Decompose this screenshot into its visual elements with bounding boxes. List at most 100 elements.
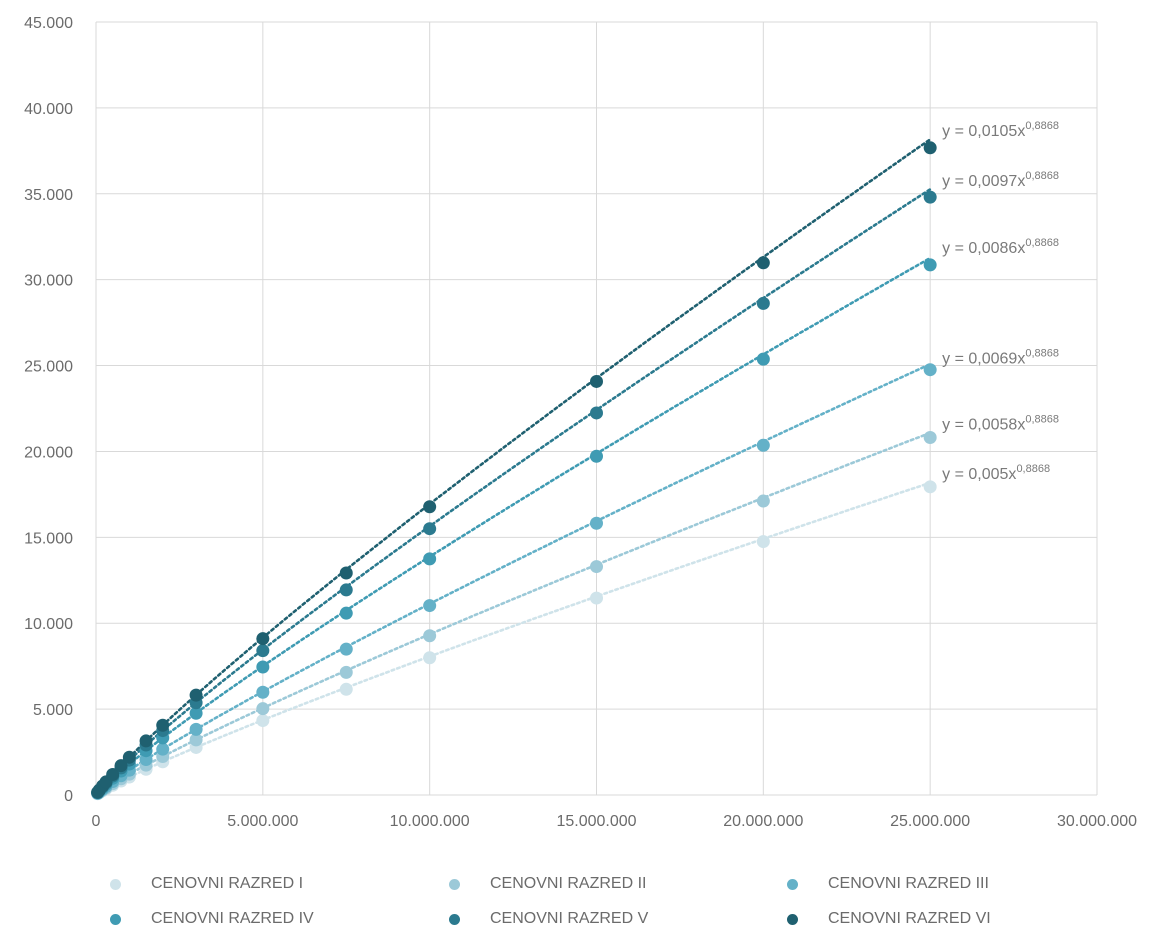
- trendline-equation: y = 0,0097x0,8868: [942, 170, 1059, 190]
- legend-label: CENOVNI RAZRED IV: [151, 910, 314, 927]
- data-point: [423, 599, 437, 613]
- trendline-equation: y = 0,0058x0,8868: [942, 413, 1059, 433]
- data-point: [923, 363, 937, 377]
- data-point: [423, 629, 437, 643]
- y-tick-label: 35.000: [24, 187, 73, 204]
- data-point: [106, 768, 120, 782]
- data-point: [423, 500, 437, 514]
- data-point: [339, 583, 353, 597]
- legend-marker: [449, 913, 460, 925]
- data-point: [256, 702, 270, 716]
- data-point: [923, 141, 937, 155]
- legend-label: CENOVNI RAZRED III: [828, 875, 989, 892]
- data-point: [256, 714, 270, 728]
- legend-marker: [449, 878, 460, 890]
- legend-item-cenovni-razred-ii: CENOVNI RAZRED II: [449, 872, 646, 896]
- data-point: [339, 606, 353, 620]
- trendline-equation: y = 0,0105x0,8868: [942, 120, 1059, 140]
- data-point: [590, 374, 603, 388]
- x-axis-ticks: 0 5.000.000 10.000.000 15.000.000 20.000.000…: [92, 813, 1138, 830]
- data-point: [156, 718, 170, 732]
- x-tick-label: 5.000.000: [227, 813, 298, 830]
- data-point: [256, 660, 270, 674]
- y-axis-ticks: 0 5.000 10.000 15.000 20.000 25.000 30.000 35.0…: [24, 15, 73, 805]
- data-point: [189, 688, 203, 702]
- data-point: [923, 258, 937, 272]
- data-point: [590, 516, 603, 530]
- legend-label: CENOVNI RAZRED VI: [828, 910, 991, 927]
- data-point: [339, 642, 353, 656]
- data-point: [256, 644, 270, 658]
- data-point: [339, 665, 353, 679]
- data-point: [756, 438, 770, 452]
- data-point: [590, 406, 603, 420]
- data-point: [114, 759, 128, 773]
- data-point: [756, 256, 770, 270]
- data-point: [756, 352, 770, 366]
- y-tick-label: 25.000: [24, 359, 73, 376]
- trendline-equation: y = 0,005x0,8868: [942, 463, 1050, 483]
- trendline: [96, 138, 932, 794]
- data-point: [156, 742, 170, 756]
- legend-item-cenovni-razred-v: CENOVNI RAZRED V: [449, 907, 648, 931]
- data-point: [756, 296, 770, 310]
- data-point: [139, 734, 153, 748]
- legend-label: CENOVNI RAZRED V: [490, 910, 649, 927]
- legend-marker: [787, 913, 798, 925]
- chart-points: [91, 141, 937, 801]
- legend-marker: [110, 878, 121, 890]
- data-point: [756, 535, 770, 549]
- data-point: [590, 449, 603, 463]
- legend-item-cenovni-razred-iii: CENOVNI RAZRED III: [787, 872, 989, 896]
- y-tick-label: 10.000: [24, 616, 73, 633]
- y-tick-label: 15.000: [24, 530, 73, 547]
- x-tick-label: 15.000.000: [556, 813, 636, 830]
- legend-marker: [787, 878, 798, 890]
- y-tick-label: 40.000: [24, 101, 73, 118]
- trendline-equation: y = 0,0086x0,8868: [942, 237, 1059, 257]
- data-point: [339, 566, 353, 580]
- legend-label: CENOVNI RAZRED II: [490, 875, 647, 892]
- legend-item-cenovni-razred-iv: CENOVNI RAZRED IV: [110, 907, 314, 931]
- x-tick-label: 0: [92, 813, 101, 830]
- data-point: [423, 552, 437, 566]
- y-tick-label: 0: [64, 788, 73, 805]
- trendline: [96, 431, 932, 795]
- data-point: [423, 522, 437, 536]
- data-point: [923, 480, 937, 494]
- legend-label: CENOVNI RAZRED I: [151, 875, 304, 892]
- legend-item-cenovni-razred-i: CENOVNI RAZRED I: [110, 872, 303, 896]
- y-tick-label: 45.000: [24, 15, 73, 32]
- trendline-equation: y = 0,0069x0,8868: [942, 348, 1059, 368]
- data-point: [590, 591, 603, 605]
- trendline: [96, 481, 932, 796]
- chart-trendlines: [96, 138, 932, 796]
- data-point: [923, 190, 937, 204]
- data-point: [189, 706, 203, 720]
- trendline: [96, 256, 932, 795]
- chart-legend: CENOVNI RAZRED I CENOVNI RAZRED II CENOV…: [0, 862, 1149, 927]
- y-tick-label: 20.000: [24, 444, 73, 461]
- legend-item-cenovni-razred-vi: CENOVNI RAZRED VI: [787, 907, 991, 931]
- scatter-chart: 0 5.000.000 10.000.000 15.000.000 20.000.000…: [24, 15, 1138, 830]
- trendline-equations: y = 0,005x0,8868 y = 0,0058x0,8868 y = 0,0…: [942, 120, 1059, 483]
- x-tick-label: 20.000.000: [723, 813, 803, 830]
- legend-marker: [110, 913, 121, 925]
- data-point: [122, 750, 136, 764]
- y-tick-label: 5.000: [33, 702, 73, 719]
- data-point: [189, 722, 203, 736]
- data-point: [189, 733, 203, 747]
- data-point: [590, 560, 603, 574]
- trendline: [96, 362, 932, 795]
- data-point: [423, 651, 437, 665]
- trendline: [96, 188, 932, 794]
- x-tick-label: 30.000.000: [1057, 813, 1137, 830]
- x-tick-label: 25.000.000: [890, 813, 970, 830]
- y-tick-label: 30.000: [24, 273, 73, 290]
- x-tick-label: 10.000.000: [390, 813, 470, 830]
- data-point: [339, 682, 353, 696]
- data-point: [923, 430, 937, 444]
- data-point: [256, 685, 270, 699]
- data-point: [756, 494, 770, 508]
- data-point: [256, 632, 270, 646]
